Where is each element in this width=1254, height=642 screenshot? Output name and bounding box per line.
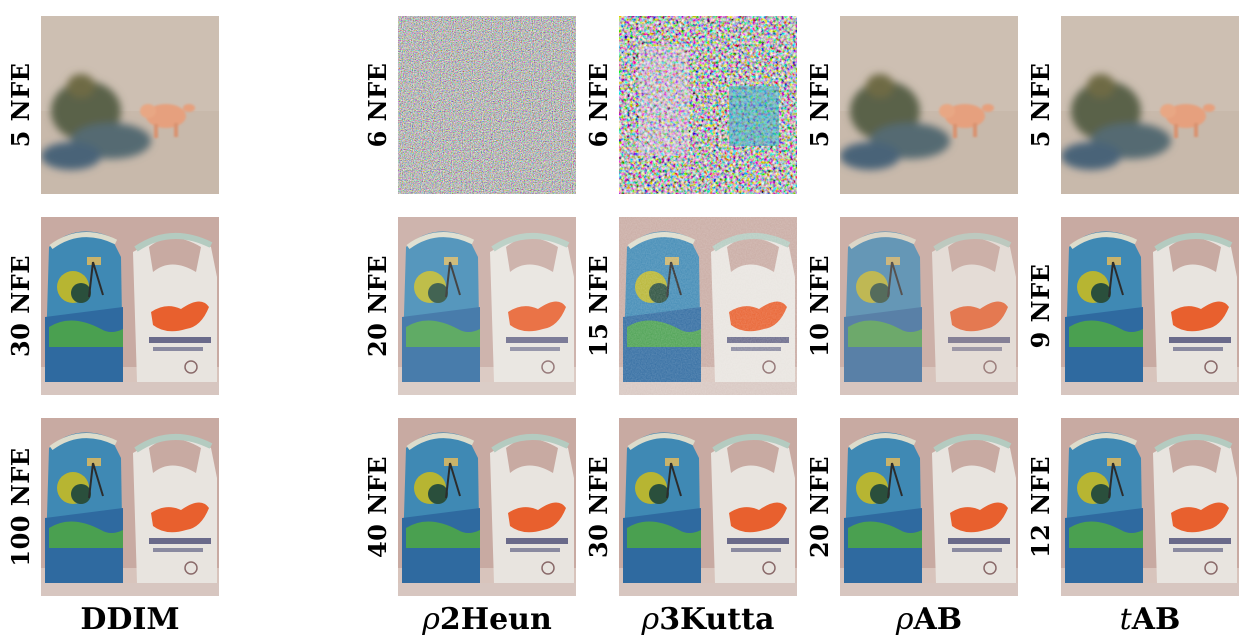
sample-image-tab-row1 <box>1061 16 1239 194</box>
row-label-rab-1: 5 NFE <box>805 62 834 148</box>
row-label-tab-2: 9 NFE <box>1026 263 1055 349</box>
sample-image-heun-row1 <box>398 16 576 194</box>
column-label-main: AB <box>1131 602 1181 637</box>
sample-image-ddim-row1 <box>41 16 219 194</box>
row-label-rab-2: 10 NFE <box>805 254 834 358</box>
column-label-prefix: t <box>1119 602 1132 637</box>
row-label-ddim-2: 30 NFE <box>6 254 35 358</box>
row-label-ddim-1: 5 NFE <box>6 62 35 148</box>
row-label-rab-3: 20 NFE <box>805 455 834 559</box>
row-label-ddim-3: 100 NFE <box>6 447 35 567</box>
row-label-heun-1: 6 NFE <box>363 62 392 148</box>
row-label-kutta-3: 30 NFE <box>584 455 613 559</box>
column-label-kutta: ρ3Kutta <box>608 600 808 640</box>
sample-image-tab-row3 <box>1061 418 1239 596</box>
row-label-tab-3: 12 NFE <box>1026 455 1055 559</box>
row-label-heun-3: 40 NFE <box>363 455 392 559</box>
row-label-tab-1: 5 NFE <box>1026 62 1055 148</box>
sample-image-tab-row2 <box>1061 217 1239 395</box>
sample-image-ddim-row2 <box>41 217 219 395</box>
sample-image-rab-row1 <box>840 16 1018 194</box>
sample-image-heun-row2 <box>398 217 576 395</box>
sample-image-rab-row2 <box>840 217 1018 395</box>
column-label-rab: ρAB <box>829 600 1029 640</box>
column-label-prefix: ρ <box>422 602 440 637</box>
column-label-main: 2Heun <box>439 602 552 637</box>
sample-image-heun-row3 <box>398 418 576 596</box>
sample-image-kutta-row3 <box>619 418 797 596</box>
sample-image-rab-row3 <box>840 418 1018 596</box>
column-label-heun: ρ2Heun <box>387 600 587 640</box>
column-label-main: AB <box>913 602 963 637</box>
column-label-prefix: ρ <box>895 602 914 637</box>
row-label-kutta-2: 15 NFE <box>584 254 613 358</box>
sample-image-ddim-row3 <box>41 418 219 596</box>
column-label-ddim: DDIM <box>30 600 230 640</box>
column-label-prefix: ρ <box>641 602 660 637</box>
row-label-heun-2: 20 NFE <box>363 254 392 358</box>
column-label-tab: tAB <box>1050 600 1250 640</box>
column-label-main: DDIM <box>80 602 180 637</box>
sample-image-kutta-row2 <box>619 217 797 395</box>
sample-image-kutta-row1 <box>619 16 797 194</box>
column-label-main: 3Kutta <box>659 602 775 637</box>
row-label-kutta-1: 6 NFE <box>584 62 613 148</box>
